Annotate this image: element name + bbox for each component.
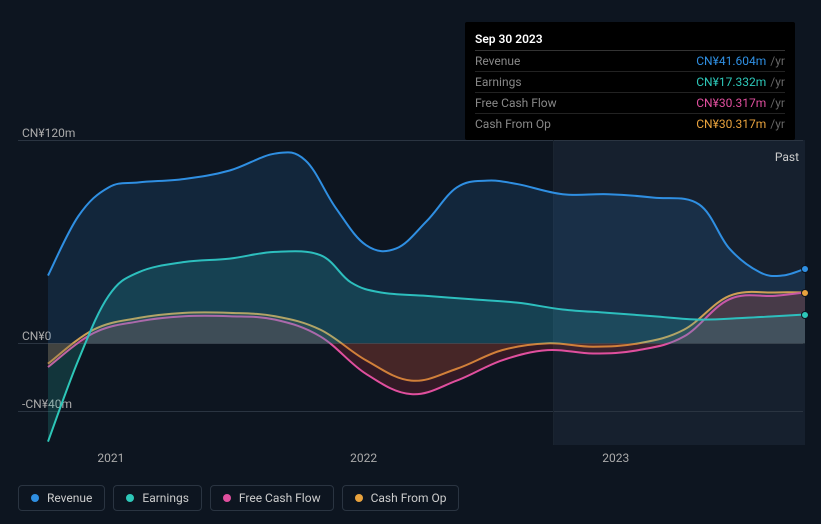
legend-item[interactable]: Earnings [113,485,202,511]
chart-legend: Revenue Earnings Free Cash Flow Cash From O… [18,485,459,511]
financials-chart: CN¥120mCN¥0-CN¥40mPast202120222023 [0,0,821,524]
legend-dot-icon [223,494,231,502]
legend-label: Earnings [142,491,189,505]
legend-item[interactable]: Revenue [18,485,105,511]
legend-dot-icon [31,494,39,502]
x-axis-label: 2022 [350,451,377,465]
legend-dot-icon [126,494,134,502]
plot-svg [0,0,821,524]
series-end-dot [801,265,809,273]
legend-item[interactable]: Free Cash Flow [210,485,334,511]
legend-label: Revenue [47,491,92,505]
x-axis-label: 2021 [97,451,124,465]
series-end-dot [801,311,809,319]
x-axis-label: 2023 [602,451,629,465]
legend-label: Cash From Op [371,491,447,505]
legend-item[interactable]: Cash From Op [342,485,460,511]
legend-dot-icon [355,494,363,502]
series-end-dot [801,289,809,297]
legend-label: Free Cash Flow [239,491,321,505]
